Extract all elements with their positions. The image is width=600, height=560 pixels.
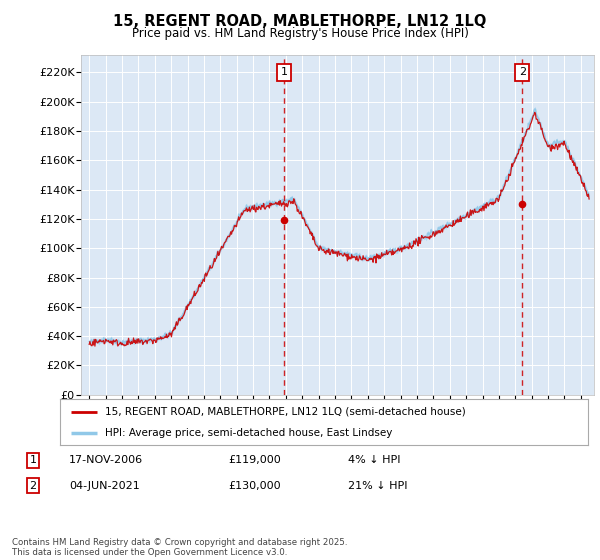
Text: 15, REGENT ROAD, MABLETHORPE, LN12 1LQ (semi-detached house): 15, REGENT ROAD, MABLETHORPE, LN12 1LQ (… [105, 407, 466, 417]
Text: 2: 2 [518, 67, 526, 77]
Text: 1: 1 [29, 455, 37, 465]
Text: £130,000: £130,000 [228, 480, 281, 491]
Text: HPI: Average price, semi-detached house, East Lindsey: HPI: Average price, semi-detached house,… [105, 428, 392, 438]
Text: 1: 1 [280, 67, 287, 77]
Text: Price paid vs. HM Land Registry's House Price Index (HPI): Price paid vs. HM Land Registry's House … [131, 27, 469, 40]
Text: 21% ↓ HPI: 21% ↓ HPI [348, 480, 407, 491]
Text: Contains HM Land Registry data © Crown copyright and database right 2025.
This d: Contains HM Land Registry data © Crown c… [12, 538, 347, 557]
Text: 04-JUN-2021: 04-JUN-2021 [69, 480, 140, 491]
Text: 17-NOV-2006: 17-NOV-2006 [69, 455, 143, 465]
Text: 4% ↓ HPI: 4% ↓ HPI [348, 455, 401, 465]
Text: 15, REGENT ROAD, MABLETHORPE, LN12 1LQ: 15, REGENT ROAD, MABLETHORPE, LN12 1LQ [113, 14, 487, 29]
Text: £119,000: £119,000 [228, 455, 281, 465]
Text: 2: 2 [29, 480, 37, 491]
